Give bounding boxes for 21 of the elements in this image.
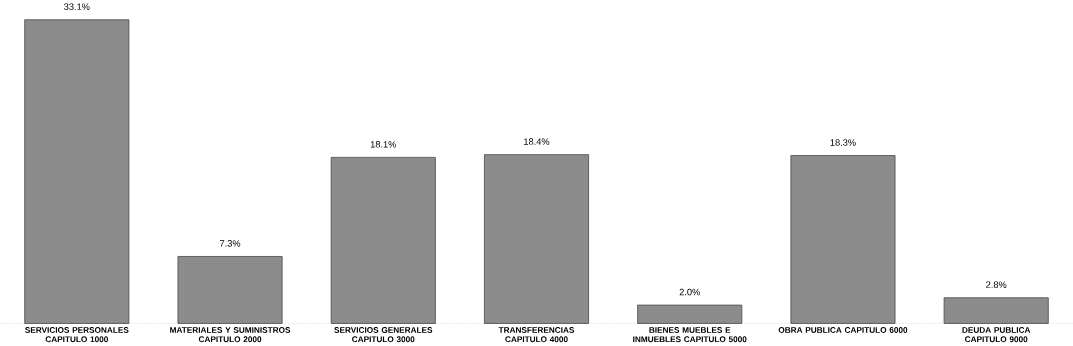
x-tick-label: MATERIALES Y SUMINISTROS CAPITULO 2000 — [170, 327, 291, 343]
data-label: 2.0% — [679, 288, 700, 296]
bar — [484, 154, 590, 325]
data-label: 33.1% — [64, 3, 90, 11]
data-label: 18.3% — [830, 139, 856, 146]
bar — [790, 155, 896, 325]
data-label: 18.1% — [370, 141, 397, 148]
bar — [637, 304, 743, 325]
data-label: 2.8% — [986, 281, 1007, 289]
bar — [24, 19, 130, 325]
bar — [330, 157, 436, 325]
bar — [943, 297, 1049, 325]
bar — [177, 256, 283, 325]
x-tick-label: TRANSFERENCIAS CAPITULO 4000 — [498, 327, 575, 343]
x-tick-label: BIENES MUEBLES E INMUEBLES CAPITULO 5000 — [633, 327, 747, 343]
data-label: 7.3% — [219, 240, 241, 247]
x-tick-label: OBRA PUBLICA CAPITULO 6000 — [778, 327, 908, 334]
x-tick-label: SERVICIOS GENERALES CAPITULO 3000 — [334, 327, 433, 343]
x-tick-label: DEUDA PUBLICA CAPITULO 9000 — [962, 327, 1031, 343]
x-tick-label: SERVICIOS PERSONALES CAPITULO 1000 — [25, 327, 129, 343]
data-label: 18.4% — [524, 138, 550, 146]
